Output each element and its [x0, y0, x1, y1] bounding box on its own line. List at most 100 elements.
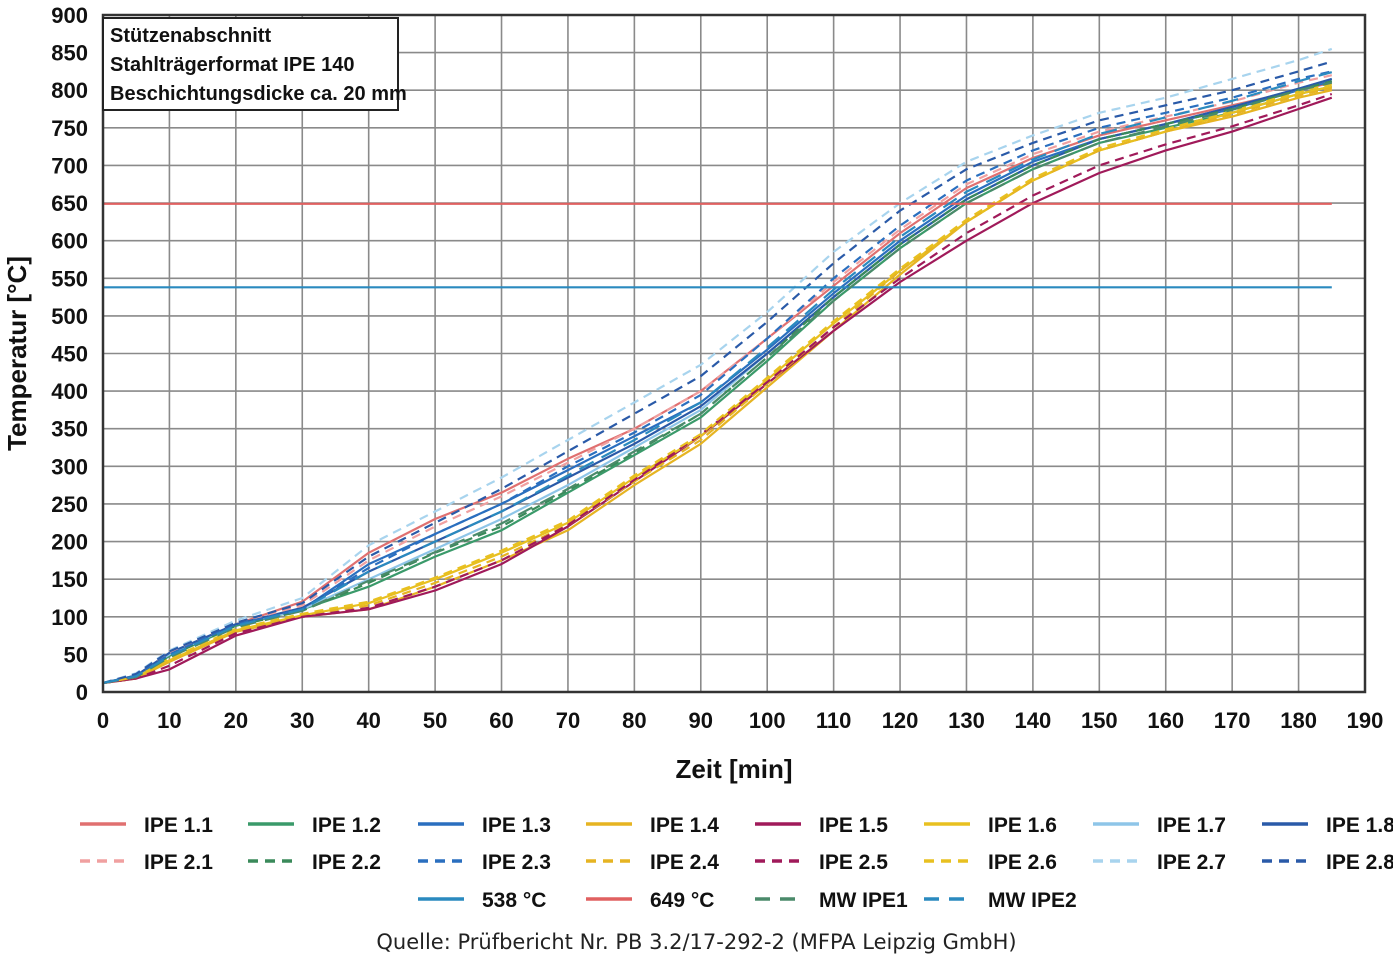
legend-label: IPE 1.3 — [482, 814, 551, 837]
legend-label: IPE 2.8 — [1326, 851, 1393, 874]
annotation-line: Stützenabschnitt — [110, 25, 271, 47]
y-tick-label: 300 — [51, 454, 88, 479]
x-tick-label: 60 — [489, 708, 513, 733]
y-tick-label: 0 — [76, 680, 88, 705]
legend-label: IPE 2.7 — [1157, 851, 1226, 874]
series-line-ipe-1-6 — [102, 85, 1333, 685]
y-tick-label: 850 — [51, 41, 88, 66]
legend-item: MW IPE2 — [924, 889, 1077, 912]
x-tick-label: 150 — [1081, 708, 1118, 733]
series-line-ipe-1-4 — [102, 89, 1333, 685]
series-line-ipe-2-7 — [102, 47, 1333, 685]
y-axis-title: Temperatur [°C] — [2, 256, 32, 451]
x-tick-label: 190 — [1347, 708, 1384, 733]
x-axis-title: Zeit [min] — [676, 754, 793, 784]
y-tick-label: 800 — [51, 78, 88, 103]
legend-label: IPE 2.2 — [312, 851, 381, 874]
annotation-box-frame — [102, 17, 399, 111]
series-line-ipe-2-2 — [102, 80, 1333, 685]
series-line-mw-ipe1 — [102, 81, 1333, 685]
legend-label: 538 °C — [482, 889, 546, 912]
x-tick-label: 40 — [356, 708, 380, 733]
legend-label: IPE 1.8 — [1326, 814, 1393, 837]
legend-item: 649 °C — [586, 889, 714, 912]
y-tick-label: 550 — [51, 266, 88, 291]
y-tick-label: 500 — [51, 304, 88, 329]
x-tick-label: 160 — [1147, 708, 1184, 733]
y-tick-label: 200 — [51, 530, 88, 555]
series-line-ipe-2-4 — [102, 86, 1333, 685]
legend-item: IPE 2.8 — [1262, 851, 1393, 874]
legend-item: IPE 1.2 — [248, 814, 381, 837]
y-tick-label: 450 — [51, 342, 88, 367]
x-tick-label: 20 — [224, 708, 248, 733]
annotation-line: Beschichtungsdicke ca. 20 mm — [110, 83, 407, 105]
series-line-ipe-2-8 — [102, 60, 1333, 685]
legend-item: IPE 2.2 — [248, 851, 381, 874]
y-tick-label: 50 — [64, 642, 88, 667]
y-tick-label: 700 — [51, 153, 88, 178]
legend-label: IPE 1.2 — [312, 814, 381, 837]
legend-item: IPE 1.1 — [80, 814, 213, 837]
legend-label: MW IPE2 — [988, 889, 1077, 912]
series-group — [102, 47, 1333, 685]
series-line-ipe-2-3 — [102, 70, 1333, 685]
legend-label: 649 °C — [650, 889, 714, 912]
y-tick-label: 650 — [51, 191, 88, 216]
legend-label: IPE 2.4 — [650, 851, 719, 874]
x-tick-label: 140 — [1015, 708, 1052, 733]
annotation-line: Stahlträgerformat IPE 140 — [110, 54, 355, 76]
x-tick-label: 170 — [1214, 708, 1251, 733]
x-tick-label: 130 — [948, 708, 985, 733]
legend-item: IPE 2.5 — [755, 851, 888, 874]
series-line-ipe-1-2 — [102, 85, 1333, 685]
x-tick-label: 10 — [157, 708, 181, 733]
legend-label: IPE 1.1 — [144, 814, 213, 837]
legend-label: IPE 2.3 — [482, 851, 551, 874]
x-tick-label: 0 — [97, 708, 109, 733]
y-tick-label: 350 — [51, 417, 88, 442]
temperature-chart: 0 10 20 30 40 50 60 70 80 90 100 110 120 130 140 150 160… — [2, 3, 1393, 912]
legend-item: IPE 1.8 — [1262, 814, 1393, 837]
legend-label: IPE 1.4 — [650, 814, 719, 837]
legend-item: IPE 1.7 — [1093, 814, 1226, 837]
series-line-ipe-2-5 — [102, 92, 1333, 685]
legend: IPE 1.1 IPE 1.2 IPE 1.3 IPE 1.4 IPE 1.5 IPE 1… — [80, 814, 1393, 912]
series-line-ipe-1-3 — [102, 80, 1333, 685]
y-tick-label: 750 — [51, 116, 88, 141]
y-tick-label: 600 — [51, 229, 88, 254]
x-tick-label: 90 — [689, 708, 713, 733]
x-axis-ticks: 0 10 20 30 40 50 60 70 80 90 100 110 120 130 140 150 160… — [97, 708, 1383, 733]
x-tick-label: 100 — [749, 708, 786, 733]
legend-item: IPE 2.6 — [924, 851, 1057, 874]
x-tick-label: 180 — [1280, 708, 1317, 733]
legend-label: MW IPE1 — [819, 889, 908, 912]
legend-item: IPE 1.5 — [755, 814, 888, 837]
legend-item: MW IPE1 — [755, 889, 908, 912]
y-tick-label: 400 — [51, 379, 88, 404]
x-tick-label: 30 — [290, 708, 314, 733]
series-line-ipe-2-6 — [102, 83, 1333, 685]
x-tick-label: 80 — [622, 708, 646, 733]
legend-item: IPE 2.3 — [418, 851, 551, 874]
legend-item: IPE 1.6 — [924, 814, 1057, 837]
series-line-ipe-1-1 — [102, 81, 1333, 685]
y-tick-label: 250 — [51, 492, 88, 517]
legend-label: IPE 2.1 — [144, 851, 213, 874]
y-tick-label: 150 — [51, 567, 88, 592]
legend-label: IPE 1.6 — [988, 814, 1057, 837]
x-tick-label: 70 — [556, 708, 580, 733]
legend-label: IPE 2.6 — [988, 851, 1057, 874]
legend-item: IPE 2.4 — [586, 851, 719, 874]
x-tick-label: 120 — [882, 708, 919, 733]
legend-label: IPE 2.5 — [819, 851, 888, 874]
legend-label: IPE 1.7 — [1157, 814, 1226, 837]
source-note: Quelle: Prüfbericht Nr. PB 3.2/17-292-2 … — [376, 930, 1017, 954]
series-line-ipe-1-8 — [102, 77, 1333, 685]
annotation-box: Stützenabschnitt Stahlträgerformat IPE 1… — [102, 17, 407, 111]
x-tick-label: 110 — [816, 708, 852, 733]
y-tick-label: 900 — [51, 3, 88, 28]
series-line-mw-ipe2 — [102, 71, 1333, 685]
y-axis-ticks: 0 50 100 150 200 250 300 350 400 450 500 550 600 650 7… — [51, 3, 88, 705]
legend-item: IPE 2.7 — [1093, 851, 1226, 874]
